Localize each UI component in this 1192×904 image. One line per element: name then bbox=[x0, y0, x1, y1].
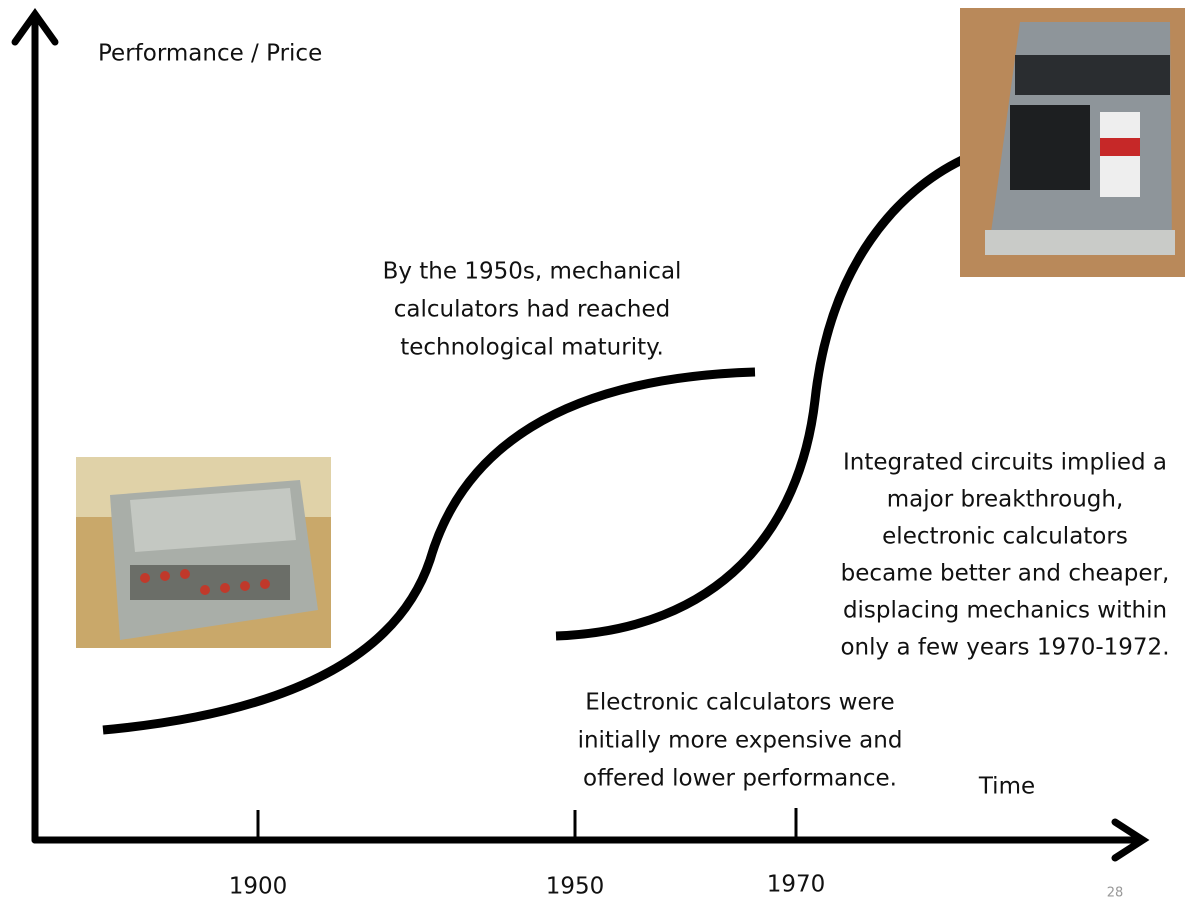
annotation-line: only a few years 1970-1972. bbox=[840, 635, 1169, 661]
annotation-line: calculators had reached bbox=[394, 297, 670, 323]
annotation-line: By the 1950s, mechanical bbox=[383, 259, 682, 285]
annotation-line: became better and cheaper, bbox=[841, 561, 1170, 587]
annotation-line: offered lower performance. bbox=[583, 766, 897, 792]
electronic-calculator-image bbox=[960, 8, 1185, 277]
slide: Performance / Price Time 1900 1950 1970 … bbox=[0, 0, 1192, 904]
annotation-line: initially more expensive and bbox=[578, 728, 903, 754]
annotation-line: electronic calculators bbox=[882, 524, 1128, 550]
x-axis-label: Time bbox=[978, 774, 1035, 800]
annotation-line: displacing mechanics within bbox=[843, 598, 1167, 624]
annotation-line: Electronic calculators were bbox=[585, 690, 894, 716]
tick-label: 1900 bbox=[229, 874, 288, 900]
page-number: 28 bbox=[1107, 886, 1124, 901]
tick-label: 1950 bbox=[546, 874, 605, 900]
y-axis-label: Performance / Price bbox=[98, 41, 322, 67]
annotation-line: Integrated circuits implied a bbox=[843, 450, 1167, 476]
tick-label: 1970 bbox=[767, 872, 826, 898]
annotation-line: major breakthrough, bbox=[887, 487, 1124, 513]
annotation-line: technological maturity. bbox=[400, 335, 664, 361]
mechanical-calculator-image bbox=[76, 457, 331, 648]
